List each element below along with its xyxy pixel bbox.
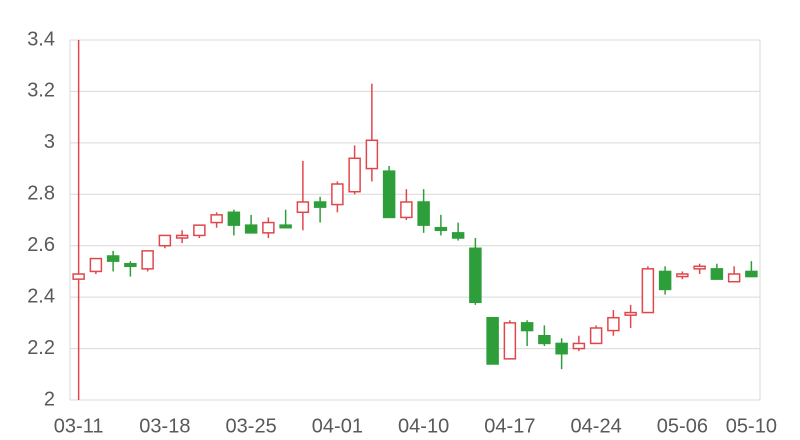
candle-body: [106, 255, 120, 262]
candle-body: [279, 224, 292, 229]
candle-body: [365, 139, 379, 170]
candle-body: [89, 257, 103, 273]
candle-body: [262, 221, 275, 234]
x-tick-label: 03-11: [54, 415, 104, 437]
candle-body: [624, 311, 637, 316]
y-tick-label: 3.4: [27, 28, 55, 50]
candle-body: [710, 268, 724, 280]
candle-body: [727, 273, 741, 283]
candle-body: [313, 201, 327, 208]
y-tick-label: 2.6: [27, 234, 55, 256]
candle-body: [124, 262, 137, 268]
y-tick-label: 2.4: [27, 285, 55, 307]
candle-body: [676, 273, 689, 278]
candle-body: [589, 327, 603, 345]
candle-body: [469, 247, 482, 304]
x-tick-label: 04-01: [312, 415, 363, 437]
candle-body: [503, 322, 517, 360]
candle-body: [348, 157, 361, 193]
candle-body: [641, 268, 655, 314]
candle-body: [555, 342, 568, 355]
x-tick-label: 03-18: [139, 415, 190, 437]
candle-body: [693, 265, 706, 270]
y-tick-label: 3.2: [27, 80, 55, 102]
y-tick-label: 2.8: [27, 183, 55, 205]
y-tick-label: 2: [44, 388, 55, 410]
x-tick-label: 04-17: [484, 415, 535, 437]
candle-body: [607, 316, 620, 332]
candle-body: [382, 170, 396, 219]
candle-body: [520, 322, 534, 332]
x-tick-label: 05-06: [657, 415, 708, 437]
candle-body: [658, 270, 672, 291]
x-tick-label: 04-10: [398, 415, 449, 437]
candle-body: [434, 226, 448, 232]
candle-body: [572, 342, 586, 350]
candle-body: [400, 201, 413, 219]
candle-body: [451, 232, 465, 239]
candle-body: [331, 183, 344, 206]
candle-body: [141, 250, 154, 270]
x-tick-label: 05-10: [726, 415, 777, 437]
candle-body: [193, 224, 206, 237]
candle-body: [244, 224, 258, 234]
candle-body: [210, 214, 223, 224]
candle-body: [486, 316, 499, 365]
candle-body: [417, 201, 430, 226]
y-tick-label: 2.2: [27, 337, 55, 359]
candle-body: [72, 273, 85, 280]
candle-body: [745, 270, 758, 278]
candle-body: [538, 334, 551, 345]
candle-body: [296, 201, 310, 214]
x-tick-label: 03-25: [226, 415, 277, 437]
x-tick-label: 04-24: [571, 415, 622, 437]
candle-body: [227, 211, 241, 226]
y-tick-label: 3: [44, 131, 55, 153]
candle-body: [175, 234, 189, 239]
candle-body: [158, 234, 172, 247]
